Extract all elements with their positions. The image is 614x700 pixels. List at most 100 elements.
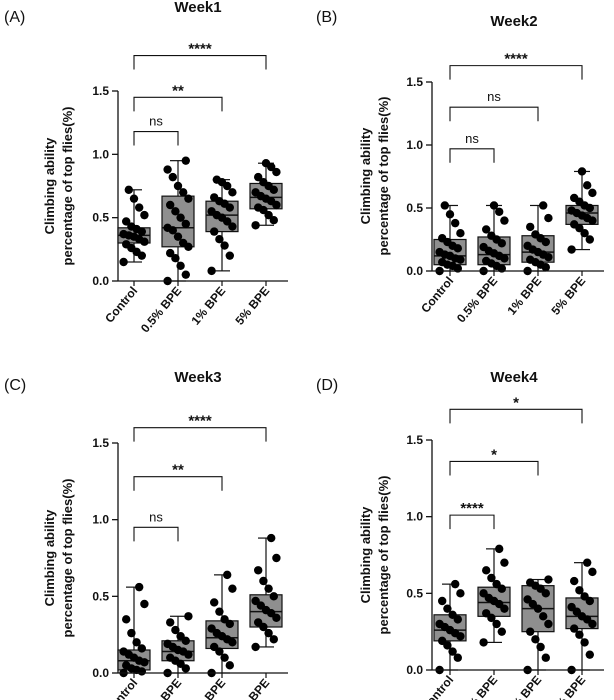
box-1 [161, 156, 195, 286]
data-point [495, 207, 504, 216]
data-point [435, 247, 444, 257]
data-point [526, 222, 535, 232]
data-point [184, 194, 193, 203]
data-point [435, 619, 444, 629]
data-point [438, 596, 447, 606]
data-point [272, 553, 281, 563]
data-point [445, 210, 455, 219]
chart-title: Week2 [490, 13, 537, 30]
data-point [523, 595, 532, 604]
data-point [479, 638, 488, 647]
bracket-line [133, 130, 179, 146]
data-point [251, 221, 260, 230]
data-point [570, 193, 579, 203]
data-point [526, 255, 535, 264]
panel-b: (B) Week2 Climbing ability percentage of to… [316, 9, 604, 325]
significance-label: **** [460, 500, 484, 517]
data-point [453, 653, 462, 662]
significance-bracket-1: ** [133, 462, 223, 491]
bracket-line [449, 148, 495, 163]
data-point [531, 635, 540, 644]
significance-bracket-1: ** [133, 82, 223, 112]
significance-bracket-0: ns [133, 509, 179, 542]
significance-bracket-0: **** [449, 500, 495, 530]
y-axis-label: Climbing ability percentage of top flies(… [42, 107, 75, 266]
y-axis-label: Climbing ability percentage of top flies(… [358, 97, 391, 256]
y-tick-label: 1.5 [92, 84, 109, 98]
panel-label: (B) [316, 9, 337, 26]
data-point [541, 653, 550, 662]
data-point [220, 241, 229, 250]
panel-label: (C) [4, 377, 26, 394]
data-point [171, 625, 180, 635]
y-tick-label: 0.5 [406, 201, 423, 215]
data-point [539, 201, 548, 210]
panel-c: (C) Week3 Climbing ability percentage of to… [4, 369, 288, 700]
significance-bracket-1: * [449, 446, 539, 476]
data-point [228, 584, 237, 593]
data-point [210, 193, 219, 202]
box-3 [249, 533, 283, 652]
data-point [539, 612, 548, 621]
box-0 [433, 201, 467, 276]
data-point [575, 586, 584, 595]
significance-label: **** [188, 413, 212, 430]
data-point [482, 256, 491, 266]
y-axis-label: Climbing ability percentage of top flies(… [42, 479, 75, 638]
data-point [225, 251, 234, 260]
significance-bracket-0: ns [133, 114, 179, 146]
data-point [173, 232, 183, 241]
data-point [212, 175, 221, 184]
data-point [166, 200, 175, 210]
chart-title: Week4 [490, 369, 538, 386]
data-point [122, 661, 131, 670]
data-point [492, 579, 501, 589]
chart-title: Week3 [174, 369, 221, 386]
data-point [181, 219, 190, 229]
data-point [570, 576, 579, 586]
y-axis-label-line1: Climbing ability [358, 506, 373, 604]
significance-label: * [513, 394, 519, 411]
y-axis-label: Climbing ability percentage of top flies(… [358, 476, 391, 635]
data-point [448, 610, 457, 619]
significance-bracket-0: ns [449, 131, 495, 163]
data-point [251, 188, 260, 197]
data-point [223, 570, 232, 580]
data-point [207, 207, 216, 216]
data-point [575, 630, 584, 639]
data-point [267, 533, 276, 543]
data-point [127, 222, 136, 231]
bracket-line [449, 408, 583, 424]
data-point [122, 240, 131, 249]
y-axis-label-line1: Climbing ability [42, 137, 57, 235]
significance-bracket-2: **** [133, 413, 267, 442]
data-point [526, 578, 535, 587]
significance-bracket-1: ns [449, 89, 539, 122]
data-point [140, 599, 149, 609]
x-tick-label: 0.5% BPE [138, 676, 184, 700]
data-point [588, 188, 597, 198]
bracket-line [133, 54, 267, 70]
data-point [261, 159, 271, 168]
data-point [570, 220, 579, 229]
data-point [482, 566, 491, 575]
data-point [570, 624, 579, 633]
data-point [181, 156, 190, 165]
y-tick-label: 1.0 [406, 138, 423, 152]
data-point [166, 248, 175, 258]
x-tick-label: 0.5% BPE [138, 284, 184, 335]
data-point [254, 618, 263, 627]
box-3 [565, 167, 599, 254]
significance-label: ns [149, 509, 163, 524]
data-point [583, 558, 592, 567]
x-tick-label: Control [102, 284, 140, 326]
data-point [163, 639, 172, 649]
data-point [492, 619, 501, 629]
data-point [119, 647, 128, 656]
y-axis-label-line2: percentage of top flies(%) [60, 107, 75, 266]
data-point [487, 573, 496, 583]
data-point [132, 638, 141, 647]
x-tick-label: 5% BPE [232, 676, 272, 700]
box-3 [565, 558, 599, 675]
